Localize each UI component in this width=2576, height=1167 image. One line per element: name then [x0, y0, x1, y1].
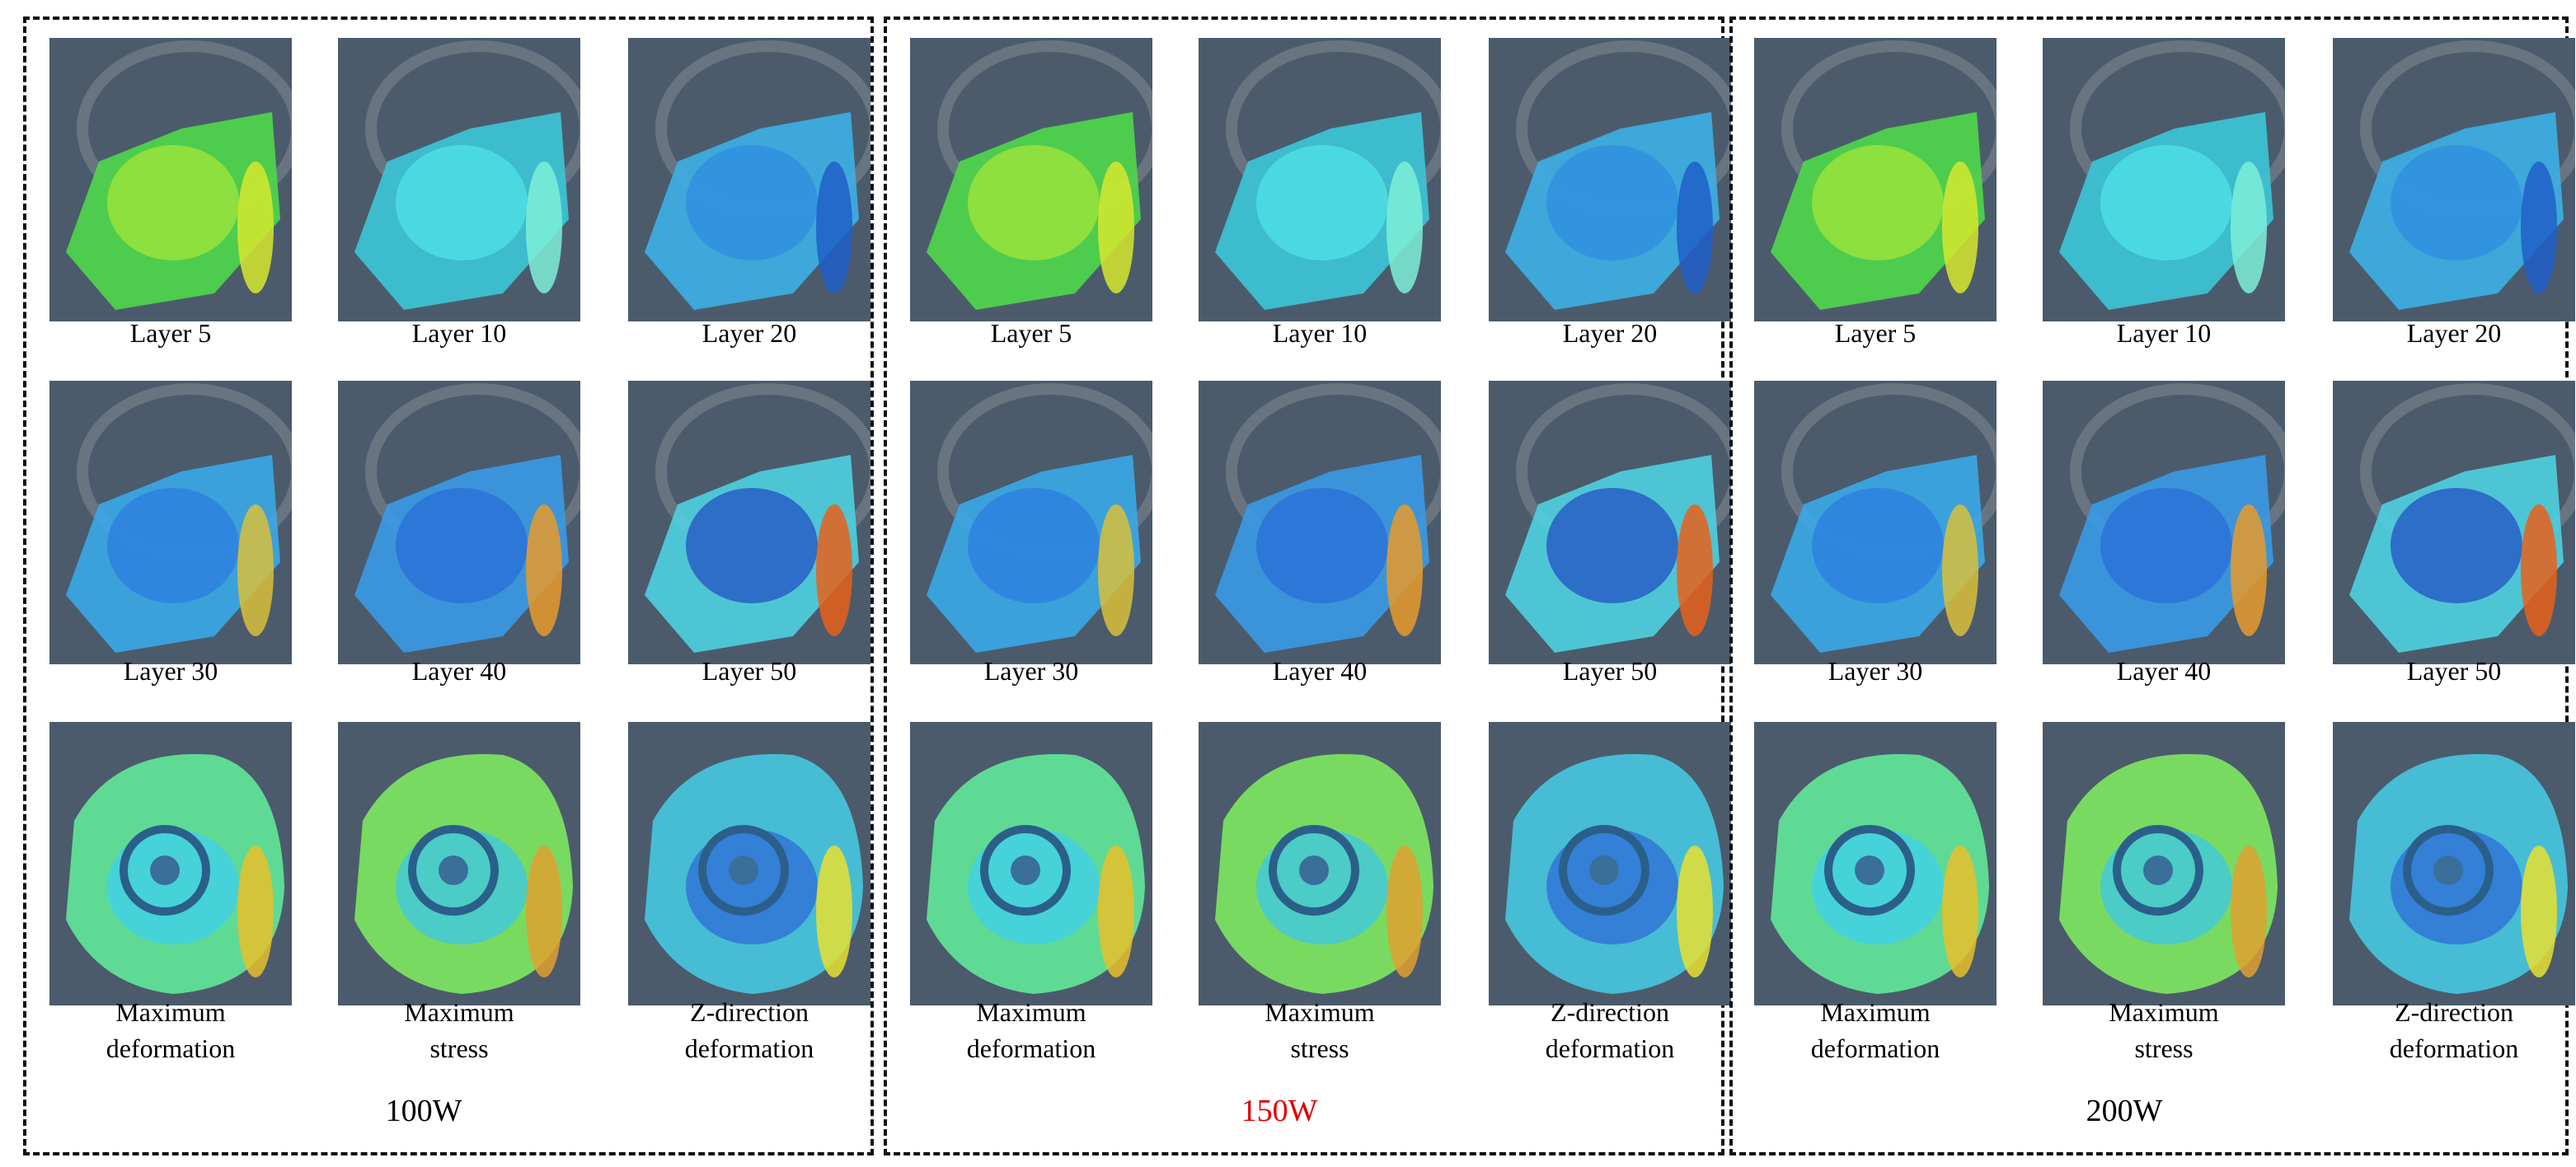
- caption: Layer 30: [983, 656, 1079, 686]
- image-graphic: [1754, 381, 2007, 664]
- caption: Layer 5: [1834, 318, 1917, 348]
- caption: Layer 5: [129, 318, 212, 348]
- caption: Layer 50: [1562, 656, 1658, 686]
- caption: Layer 5: [990, 318, 1072, 348]
- image-graphic: [2043, 722, 2285, 1005]
- simulation-image: [910, 381, 1163, 664]
- simulation-image: [1754, 381, 2007, 664]
- simulation-image: [628, 381, 881, 664]
- caption: Layer 10: [411, 318, 507, 348]
- caption: Maximum: [404, 997, 514, 1027]
- simulation-image: [910, 38, 1163, 321]
- simulation-image: [49, 38, 303, 321]
- simulation-image: [49, 381, 303, 664]
- image-graphic: [1489, 381, 1742, 664]
- image-graphic: [2333, 722, 2575, 1005]
- image-graphic: [49, 38, 303, 321]
- image-graphic: [910, 381, 1163, 664]
- caption: Layer 30: [123, 656, 218, 686]
- caption: Layer 20: [701, 318, 797, 348]
- caption: Z-direction: [2395, 997, 2513, 1027]
- image-graphic: [628, 38, 881, 321]
- image-graphic: [910, 38, 1163, 321]
- simulation-image: [1199, 38, 1452, 321]
- caption: stress: [2134, 1033, 2194, 1063]
- simulation-image: [1489, 722, 1731, 1005]
- caption: Layer 50: [701, 656, 797, 686]
- caption: Layer 10: [2116, 318, 2212, 348]
- caption: Z-direction: [1551, 997, 1669, 1027]
- simulation-image: [2043, 38, 2296, 321]
- caption: deformation: [106, 1033, 236, 1063]
- caption: deformation: [966, 1033, 1096, 1063]
- image-graphic: [628, 381, 881, 664]
- simulation-image: [910, 722, 1152, 1005]
- image-graphic: [1199, 381, 1452, 664]
- simulation-image: [628, 38, 881, 321]
- caption: Layer 40: [1272, 656, 1368, 686]
- image-graphic: [338, 722, 580, 1005]
- simulation-image: [1489, 381, 1742, 664]
- caption: deformation: [1810, 1033, 1940, 1063]
- image-graphic: [1199, 38, 1452, 321]
- image-graphic: [2333, 381, 2576, 664]
- caption: Layer 40: [411, 656, 507, 686]
- simulation-image: [1754, 38, 2007, 321]
- caption: Layer 40: [2116, 656, 2212, 686]
- caption: stress: [1290, 1033, 1349, 1063]
- image-graphic: [1489, 38, 1742, 321]
- image-graphic: [2043, 38, 2296, 321]
- image-graphic: [338, 38, 591, 321]
- caption: Z-direction: [690, 997, 809, 1027]
- power-label: 200W: [2086, 1094, 2163, 1128]
- caption: deformation: [1545, 1033, 1675, 1063]
- caption: Layer 50: [2406, 656, 2502, 686]
- caption: Layer 10: [1272, 318, 1368, 348]
- power-label: 150W: [1241, 1094, 1318, 1128]
- image-graphic: [2333, 38, 2576, 321]
- simulation-image: [2333, 381, 2576, 664]
- image-graphic: [628, 722, 870, 1005]
- image-graphic: [49, 381, 303, 664]
- simulation-image: [1199, 722, 1441, 1005]
- caption: deformation: [2389, 1033, 2519, 1063]
- simulation-image: [2043, 381, 2296, 664]
- caption: stress: [429, 1033, 489, 1063]
- simulation-image: [338, 722, 580, 1005]
- simulation-image: [628, 722, 870, 1005]
- caption: Maximum: [976, 997, 1086, 1027]
- caption: deformation: [684, 1033, 814, 1063]
- caption: Maximum: [2109, 997, 2219, 1027]
- caption: Maximum: [1820, 997, 1931, 1027]
- image-graphic: [1754, 38, 2007, 321]
- simulation-image: [1754, 722, 1997, 1005]
- simulation-image: [2333, 722, 2575, 1005]
- power-label: 100W: [385, 1094, 462, 1128]
- image-graphic: [2043, 381, 2296, 664]
- simulation-image: [2333, 38, 2576, 321]
- simulation-image: [1489, 38, 1742, 321]
- panel-frame: [23, 16, 874, 1155]
- image-graphic: [49, 722, 292, 1005]
- caption: Layer 20: [1562, 318, 1658, 348]
- image-graphic: [1199, 722, 1441, 1005]
- simulation-image: [1199, 381, 1452, 664]
- simulation-image: [338, 381, 591, 664]
- simulation-image: [2043, 722, 2285, 1005]
- image-graphic: [1489, 722, 1731, 1005]
- image-graphic: [338, 381, 591, 664]
- caption: Maximum: [115, 997, 226, 1027]
- caption: Layer 20: [2406, 318, 2502, 348]
- caption: Layer 30: [1828, 656, 1923, 686]
- image-graphic: [910, 722, 1152, 1005]
- simulation-image: [338, 38, 591, 321]
- simulation-image: [49, 722, 292, 1005]
- image-graphic: [1754, 722, 1997, 1005]
- caption: Maximum: [1265, 997, 1375, 1027]
